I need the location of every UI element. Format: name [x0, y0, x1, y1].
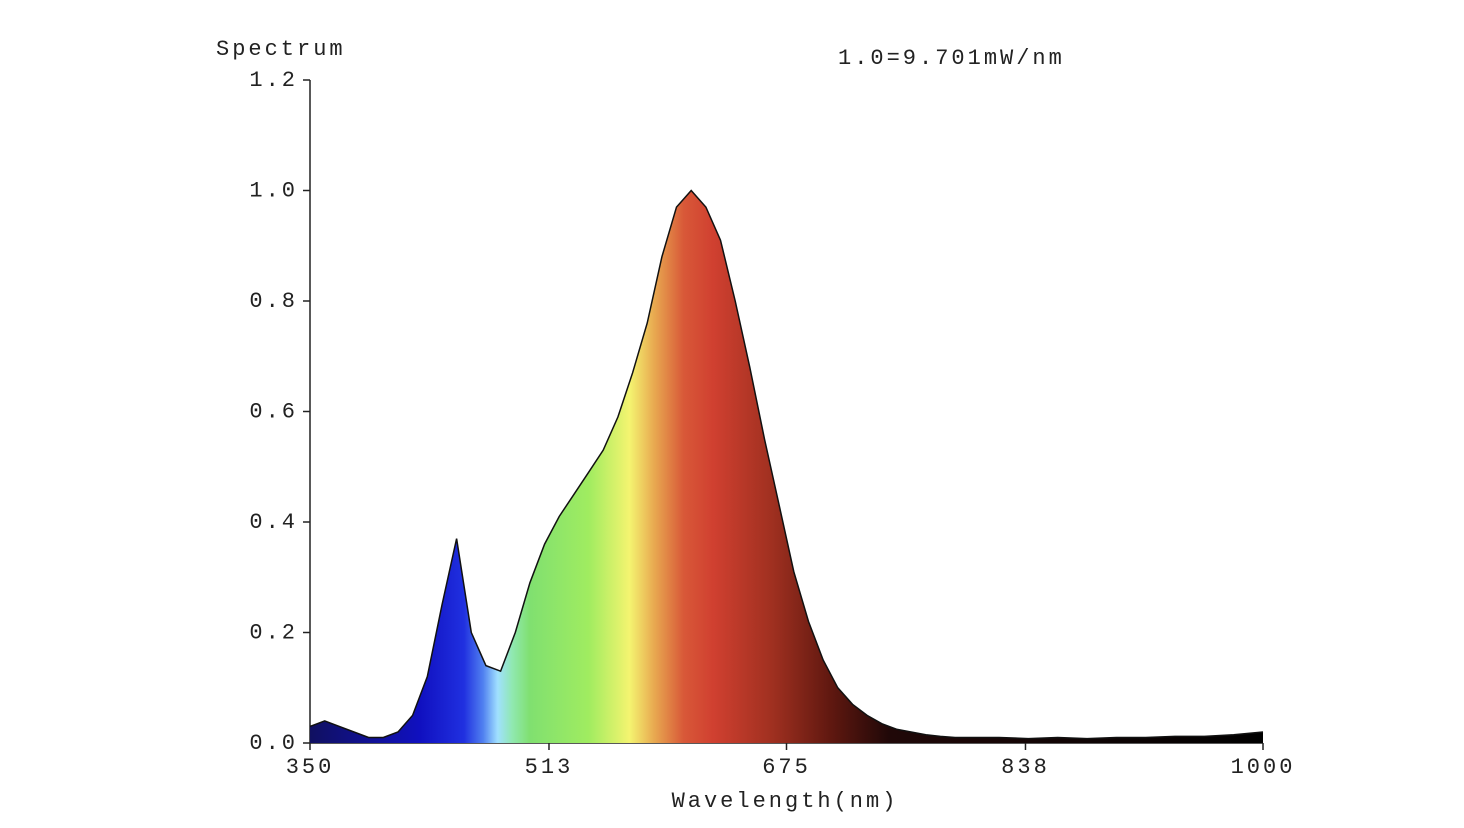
y-tick-label: 0.2 — [249, 620, 298, 645]
x-tick-label: 675 — [762, 755, 811, 780]
x-axis-label: Wavelength(nm) — [672, 789, 899, 814]
spectrum-line — [309, 189, 1264, 740]
y-tick-label: 1.2 — [249, 68, 298, 93]
y-tick-label: 0.0 — [249, 731, 298, 756]
y-tick-label: 0.6 — [249, 399, 298, 424]
x-tick-label: 1000 — [1231, 755, 1296, 780]
annotation: 1.0=9.701mW/nm — [838, 46, 1065, 71]
y-tick-label: 0.4 — [249, 510, 298, 535]
x-tick-label: 513 — [525, 755, 574, 780]
x-tick-label: 350 — [286, 755, 335, 780]
y-tick-label: 1.0 — [249, 178, 298, 203]
spectrum-area — [310, 190, 1263, 743]
y-tick-label: 0.8 — [249, 289, 298, 314]
chart-title: Spectrum — [216, 37, 346, 62]
x-tick-label: 838 — [1001, 755, 1050, 780]
